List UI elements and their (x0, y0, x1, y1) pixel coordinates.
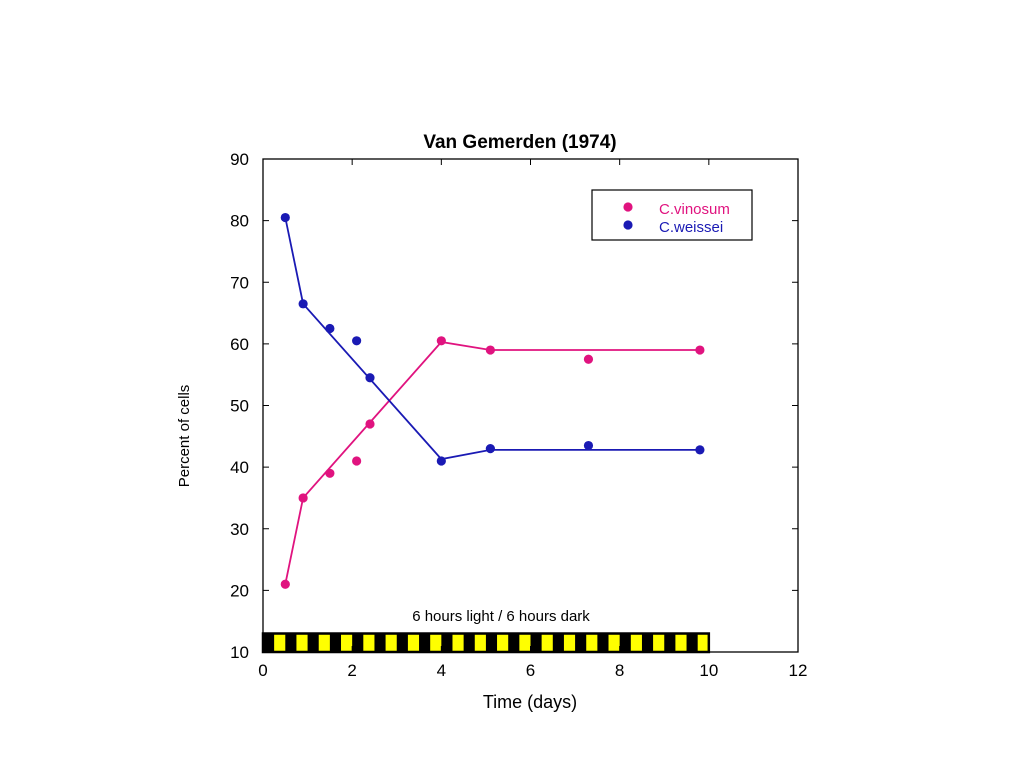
light-dark-segment (363, 633, 375, 652)
light-dark-segment (697, 633, 710, 652)
data-point-c-weissei (352, 336, 362, 346)
light-dark-segment (385, 633, 398, 652)
x-axis-label: Time (days) (483, 692, 577, 712)
light-dark-segment (430, 633, 442, 652)
data-point-c-weissei (583, 440, 594, 451)
light-dark-segment (586, 633, 598, 652)
light-dark-segment (307, 633, 320, 652)
y-tick-label: 30 (230, 520, 249, 539)
data-point-c-vinosum (695, 345, 705, 355)
y-tick-label: 10 (230, 643, 249, 662)
series-line-c-vinosum (284, 341, 700, 585)
light-dark-segment (407, 633, 420, 652)
light-dark-segment (508, 633, 520, 652)
light-dark-annotation: 6 hours light / 6 hours dark (412, 608, 590, 625)
light-dark-segment (419, 633, 431, 652)
y-tick-label: 40 (230, 458, 249, 477)
y-axis-label: Percent of cells (176, 385, 193, 488)
light-dark-segment (686, 633, 698, 652)
data-point-c-vinosum (280, 579, 290, 589)
light-dark-segment (396, 633, 409, 652)
data-point-c-weissei (325, 323, 335, 334)
series-points (280, 212, 705, 589)
x-tick-label: 12 (789, 661, 808, 680)
x-tick-label: 6 (526, 661, 535, 680)
data-point-c-vinosum (352, 456, 362, 466)
light-dark-segment (530, 633, 542, 652)
light-dark-segment (329, 633, 342, 652)
light-dark-segment (552, 633, 565, 652)
axis-ticks: 0 2 4 6 8 10 12 10 20 30 40 50 60 70 80 90 (230, 150, 807, 680)
y-tick-label: 60 (230, 335, 249, 354)
x-tick-label: 8 (615, 661, 624, 680)
x-tick-label: 0 (258, 661, 267, 680)
light-dark-segment (519, 633, 531, 652)
data-point-c-vinosum (298, 493, 308, 503)
light-dark-segment (274, 633, 286, 652)
data-point-c-vinosum (583, 354, 594, 364)
light-dark-segment (664, 633, 676, 652)
light-dark-segment (597, 633, 609, 652)
data-point-c-weissei (436, 456, 446, 466)
light-dark-segment (296, 633, 308, 652)
legend-marker-c-vinosum (623, 202, 633, 212)
legend-label-c-weissei: C.weissei (659, 219, 723, 236)
x-tick-label: 2 (347, 661, 356, 680)
light-dark-segment (608, 633, 620, 652)
data-point-c-weissei (365, 373, 375, 383)
data-point-c-vinosum (325, 468, 335, 478)
light-dark-segment (641, 633, 654, 652)
chart-title: Van Gemerden (1974) (423, 132, 616, 153)
light-dark-segment (374, 633, 386, 652)
light-dark-segment (463, 633, 476, 652)
light-dark-segment (485, 633, 498, 652)
light-dark-segment (318, 633, 331, 652)
light-dark-segment (575, 633, 587, 652)
light-dark-segment (263, 633, 275, 652)
y-tick-label: 70 (230, 273, 249, 292)
series-line-c-weissei (284, 217, 700, 461)
light-dark-segment (563, 633, 576, 652)
light-dark-segment (630, 633, 643, 652)
light-dark-segment (497, 633, 509, 652)
data-point-c-weissei (280, 212, 290, 223)
series-lines (284, 217, 700, 585)
data-point-c-vinosum (485, 345, 495, 355)
data-point-c-weissei (298, 299, 308, 309)
light-dark-segment (474, 633, 487, 652)
x-tick-label: 4 (437, 661, 446, 680)
y-tick-label: 90 (230, 150, 249, 169)
data-point-c-weissei (695, 445, 705, 455)
y-tick-label: 80 (230, 212, 249, 231)
data-point-c-weissei (485, 444, 495, 454)
legend-label-c-vinosum: C.vinosum (659, 201, 730, 218)
light-dark-segment (541, 633, 554, 652)
legend: C.vinosum C.weissei (591, 189, 753, 241)
light-dark-segment (653, 633, 665, 652)
legend-marker-c-weissei (623, 220, 633, 230)
data-point-c-vinosum (436, 336, 446, 346)
light-dark-segment (441, 633, 453, 652)
data-point-c-vinosum (365, 419, 375, 429)
y-tick-label: 50 (230, 397, 249, 416)
light-dark-segment (285, 633, 297, 652)
light-dark-segment (619, 633, 632, 652)
light-dark-segment (341, 633, 353, 652)
light-dark-bar (261, 632, 711, 654)
light-dark-segment (452, 633, 464, 652)
x-tick-label: 10 (699, 661, 718, 680)
light-dark-segment (675, 633, 687, 652)
y-tick-label: 20 (230, 581, 249, 600)
legend-box (591, 189, 753, 241)
light-dark-segment (352, 633, 364, 652)
